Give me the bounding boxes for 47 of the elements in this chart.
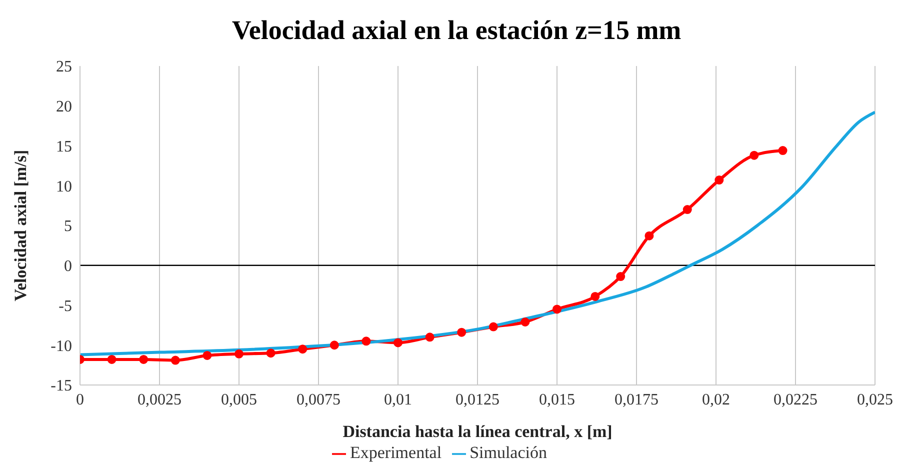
point [234,349,244,358]
point [520,317,530,326]
x-tick-label: 0,0075 [296,391,340,408]
x-tick-label: 0,0025 [138,391,182,408]
point [266,348,276,358]
point [488,322,498,332]
y-tick-label: 15 [56,138,72,156]
point [714,176,724,185]
point [330,340,339,350]
y-tick-label: 0 [64,258,72,276]
y-tick-label: -5 [58,298,72,315]
point [362,336,371,346]
point [139,354,148,364]
point [457,328,466,337]
x-tick-label: 0,025 [857,391,893,408]
point [778,146,788,156]
x-tick-label: 0,02 [702,391,730,408]
x-tick-label: 0,015 [539,391,575,408]
y-axis-title: Velocidad axial [m/s] [11,150,30,302]
y-tick-label: 10 [56,178,72,196]
x-axis-title: Distancia hasta la línea central, x [m] [342,422,612,441]
point [682,205,692,214]
x-tick-label: 0,0125 [456,391,500,408]
x-tick-label: 0,0225 [774,391,818,408]
point [170,356,180,365]
point [107,354,116,364]
point [202,350,212,360]
point [750,150,759,160]
x-tick-label: 0,005 [221,391,257,408]
y-tick-label: 5 [64,218,72,236]
point [644,231,654,240]
y-tick-label: 20 [56,98,72,116]
y-tick-label: -15 [50,378,72,395]
x-tick-label: 0,0175 [614,391,658,408]
x-tick-label: 0 [76,391,84,408]
x-tick-label: 0,01 [384,391,412,408]
point [590,292,600,301]
point [616,272,626,282]
chart-title: Velocidad axial en la estación z=15 mm [230,14,682,47]
legend-label: Simulación [470,443,548,462]
point [425,332,434,342]
y-tick-label: 25 [56,58,72,76]
legend-label: Experimental [350,443,442,462]
point [298,344,308,354]
point [394,338,402,348]
y-tick-label: -10 [50,338,72,355]
point [552,304,562,314]
